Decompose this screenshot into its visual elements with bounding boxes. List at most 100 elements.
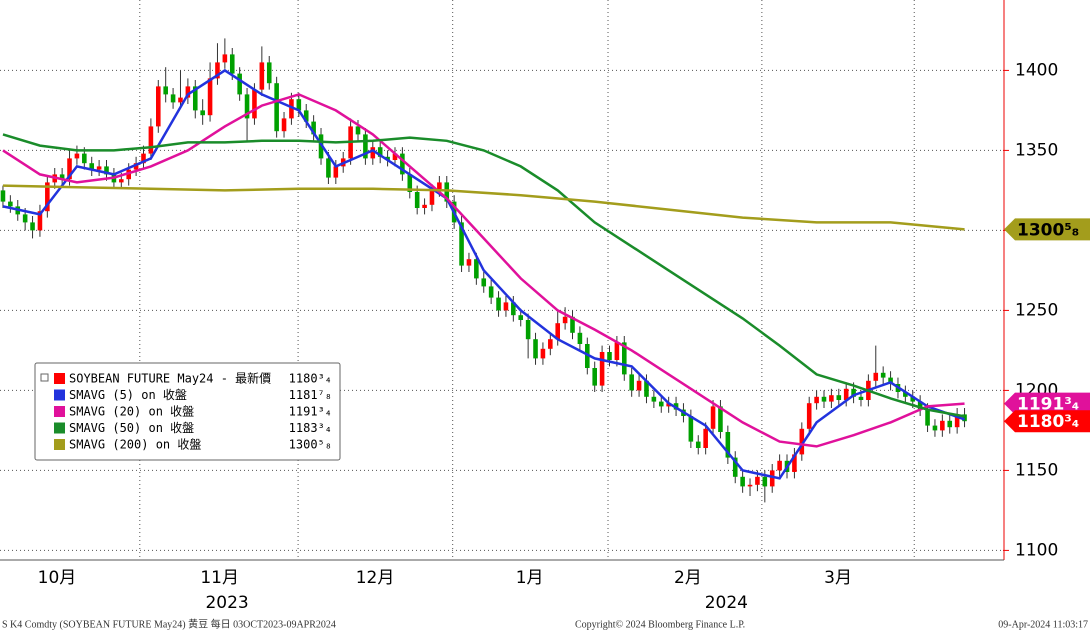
candle-body: [141, 153, 146, 164]
candle-body: [444, 182, 450, 202]
candle-body: [89, 163, 95, 170]
candle-body: [178, 97, 183, 103]
candle-body: [303, 110, 309, 122]
candle-body: [910, 396, 916, 402]
candle-body: [806, 403, 812, 429]
last-value-tag: [1004, 392, 1090, 415]
candle-body: [607, 352, 612, 360]
legend-value: 1191³₄: [289, 405, 332, 419]
candle-body: [30, 222, 35, 231]
candle-body: [8, 201, 13, 207]
candle-body: [466, 259, 472, 266]
candle-body: [725, 432, 731, 458]
candle-body: [244, 94, 250, 119]
candle-body: [400, 153, 405, 175]
candle-body: [266, 62, 272, 84]
candle-body: [503, 302, 509, 311]
candle-body: [148, 126, 154, 154]
candle-body: [377, 147, 383, 157]
candle-body: [777, 460, 782, 471]
ma-line: [2, 93, 965, 448]
legend-value: 1180³₄: [289, 372, 332, 386]
candle-body: [703, 428, 708, 448]
candle-body: [192, 86, 198, 111]
candle-body: [518, 315, 524, 320]
candle-body: [562, 316, 568, 324]
candle-body: [651, 396, 657, 402]
candle-body: [414, 192, 420, 208]
candle-body: [119, 179, 124, 183]
year-label: 2023: [205, 593, 248, 613]
candle-body: [858, 396, 864, 400]
candle-body: [570, 316, 575, 333]
legend-label: SMAVG (50) on 收盤: [69, 421, 194, 435]
ma-line: [2, 133, 965, 418]
candle-body: [200, 110, 205, 116]
candle-body: [363, 134, 368, 159]
candle-body: [96, 166, 102, 170]
candle-body: [577, 332, 583, 344]
candle-body: [740, 476, 745, 487]
candle-body: [792, 454, 797, 472]
legend-swatch: [54, 406, 65, 417]
candle-body: [289, 99, 294, 119]
candle-body: [548, 339, 553, 349]
candle-body: [873, 372, 879, 381]
candle-body: [437, 182, 442, 191]
candle-body: [170, 94, 176, 103]
candle-body: [940, 420, 945, 431]
legend-value: 1181⁷₈: [289, 388, 332, 402]
candle-body: [318, 134, 324, 159]
candle-body: [355, 126, 361, 135]
candle-body: [296, 99, 302, 111]
candle-body: [533, 339, 538, 359]
candle-body: [666, 403, 671, 407]
x-tick-label: 2月: [674, 568, 702, 588]
candle-body: [962, 414, 967, 422]
candle-body: [917, 401, 923, 410]
legend-swatch: [54, 389, 65, 401]
candle-body: [0, 190, 6, 202]
candle-body: [252, 89, 257, 119]
candle-body: [799, 428, 805, 455]
price-tag-label: 1180³₄: [1017, 412, 1079, 432]
candle-body: [326, 158, 331, 178]
legend-toggle: [40, 373, 49, 382]
y-tick-label: 1350: [1015, 140, 1058, 160]
candle-body: [407, 174, 413, 192]
candle-body: [629, 374, 634, 391]
candle-body: [104, 166, 109, 175]
candle-body: [259, 62, 265, 90]
candle-body: [755, 476, 760, 485]
footer-left: S K4 Comdty (SOYBEAN FUTURE May24) 黄豆 每日…: [2, 617, 336, 630]
candle-body: [688, 416, 694, 442]
legend-label: SMAVG (5) on 收盤: [69, 388, 187, 402]
candle-body: [155, 86, 161, 127]
legend-label: SMAVG (20) on 收盤: [69, 405, 194, 419]
footer-center: Copyright© 2024 Bloomberg Finance L.P.: [575, 619, 745, 630]
last-value-tag: [1004, 218, 1090, 241]
legend-swatch: [54, 439, 65, 450]
legend-label: SMAVG (200) on 收盤: [69, 438, 201, 452]
y-tick-label: 1100: [1015, 540, 1058, 560]
x-tick-label: 3月: [824, 568, 852, 588]
legend-value: 1183³₄: [289, 421, 332, 435]
candle-body: [540, 348, 546, 359]
candle-body: [281, 118, 287, 132]
candle-body: [695, 441, 701, 448]
candle-body: [459, 222, 464, 266]
ma-line: [2, 68, 965, 480]
candle-body: [59, 174, 65, 180]
candle-body: [133, 163, 139, 170]
candle-body: [496, 297, 501, 311]
candle-body: [880, 372, 886, 378]
candle-body: [274, 83, 279, 132]
candle-body: [747, 484, 753, 487]
candle-body: [333, 166, 339, 178]
candle-body: [947, 420, 953, 428]
candle-body: [82, 153, 87, 164]
candle-body: [718, 406, 723, 432]
candle-body: [814, 396, 819, 404]
legend-swatch: [54, 422, 65, 434]
